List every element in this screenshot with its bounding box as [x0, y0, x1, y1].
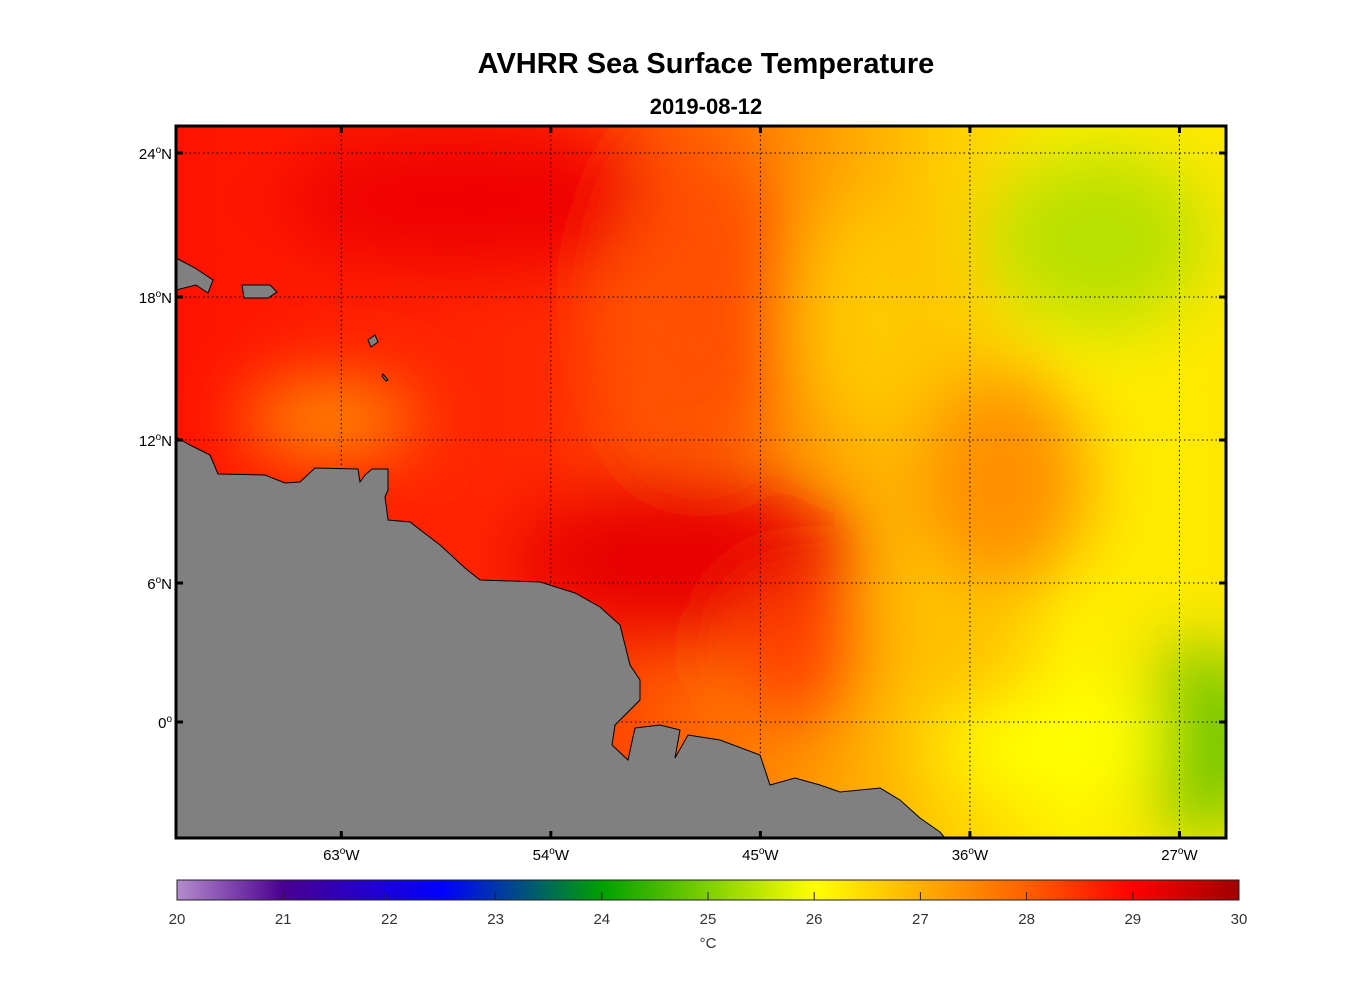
south-america-coast	[176, 436, 946, 838]
lon-tick-label: 63oW	[323, 846, 360, 864]
martinique	[381, 373, 389, 382]
colorbar-tick-label: 28	[1018, 911, 1035, 928]
colorbar-tick-label: 20	[169, 911, 186, 928]
colorbar-tick-label: 26	[806, 911, 823, 928]
hispaniola	[176, 257, 214, 294]
colorbar-tick-label: 25	[700, 911, 717, 928]
lon-tick-label: 45oW	[742, 846, 779, 864]
lat-tick-label: 0o	[158, 714, 172, 732]
colorbar-tick-label: 22	[381, 911, 398, 928]
axes: 63oW 54oW 45oW 36oW 27oW 24oN 18oN 12oN 6oN 0o	[139, 126, 1226, 864]
lat-tick-label: 6oN	[147, 575, 172, 593]
chart-subtitle: 2019-08-12	[649, 94, 763, 119]
colorbar-tick-label: 27	[912, 911, 929, 928]
lat-tick-label: 24oN	[139, 145, 172, 163]
colorbar-tick-label: 21	[275, 911, 292, 928]
sst-field	[176, 126, 1226, 838]
lon-tick-label: 36oW	[952, 846, 989, 864]
colorbar-tick-label: 29	[1124, 911, 1141, 928]
lat-tick-label: 12oN	[139, 432, 172, 450]
colorbar: 20 21 22 23 24 25 26 27 28 29 30 °C	[169, 879, 1248, 952]
lat-tick-label: 18oN	[139, 289, 172, 307]
colorbar-tick-label: 23	[487, 911, 504, 928]
map-frame	[174, 124, 1228, 840]
land	[176, 257, 946, 838]
puerto-rico	[241, 284, 278, 299]
colorbar-tick-label: 24	[593, 911, 610, 928]
lon-tick-label: 54oW	[533, 846, 570, 864]
guadeloupe	[367, 334, 379, 348]
chart-title: AVHRR Sea Surface Temperature	[477, 48, 935, 80]
lon-tick-label: 27oW	[1161, 846, 1198, 864]
colorbar-label: °C	[700, 935, 717, 952]
colorbar-tick-label: 30	[1231, 911, 1248, 928]
